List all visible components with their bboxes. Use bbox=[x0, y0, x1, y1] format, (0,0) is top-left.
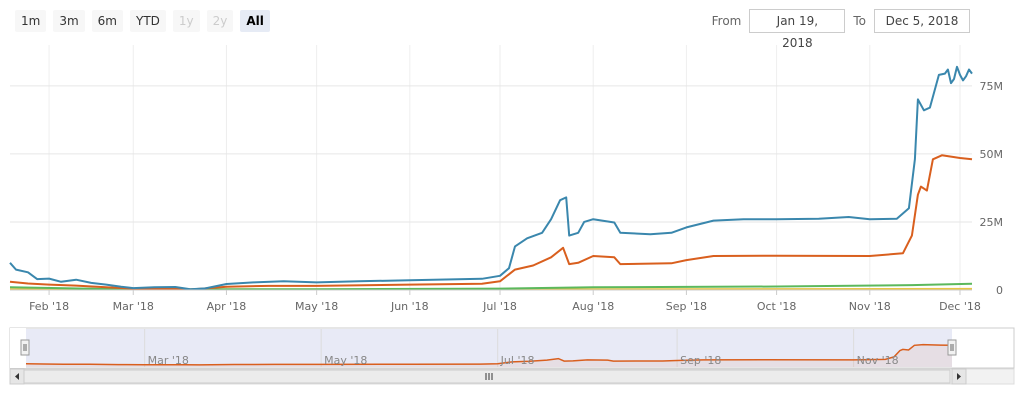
navigator-tick-label: Sep '18 bbox=[680, 354, 721, 367]
x-tick-label: Aug '18 bbox=[572, 300, 614, 313]
navigator-series bbox=[25, 343, 953, 367]
range-button-3m[interactable]: 3m bbox=[53, 10, 85, 32]
navigator-unselected-right bbox=[952, 329, 1013, 367]
x-tick-label: Jun '18 bbox=[390, 300, 429, 313]
x-tick-label: Oct '18 bbox=[757, 300, 797, 313]
range-button-ytd[interactable]: YTD bbox=[129, 10, 166, 32]
from-label: From bbox=[711, 14, 742, 28]
series-lines bbox=[9, 65, 973, 291]
scrollbar[interactable] bbox=[9, 368, 1015, 385]
scrollbar-grip-icon bbox=[485, 373, 493, 380]
grid-lines bbox=[10, 45, 972, 290]
x-tick-label: Sep '18 bbox=[666, 300, 707, 313]
y-axis: 0 25M 50M 75M bbox=[980, 80, 1004, 297]
range-button-all[interactable]: All bbox=[240, 10, 270, 32]
y-tick-label: 50M bbox=[980, 148, 1004, 161]
x-tick-label: Jul '18 bbox=[482, 300, 517, 313]
from-date-input[interactable]: Jan 19, 2018 bbox=[749, 9, 846, 50]
navigator-handle-right[interactable] bbox=[947, 339, 957, 356]
navigator-series-line bbox=[25, 343, 953, 366]
x-axis: Feb '18 Mar '18 Apr '18 May '18 Jun '18 Jul '… bbox=[10, 289, 981, 313]
x-tick-label: Nov '18 bbox=[849, 300, 891, 313]
series-line-0 bbox=[9, 65, 973, 291]
x-tick-label: Feb '18 bbox=[29, 300, 69, 313]
to-label: To bbox=[853, 14, 866, 28]
navigator-series-area bbox=[26, 344, 952, 367]
scrollbar-thumb[interactable] bbox=[23, 369, 951, 384]
scroll-left-arrow-icon bbox=[15, 373, 19, 380]
date-range-inputs: From Jan 19, 2018 To Dec 5, 2018 bbox=[711, 9, 970, 50]
navigator-x-axis: Mar '18 May '18 Jul '18 Sep '18 Nov '18 bbox=[148, 354, 899, 367]
navigator[interactable]: Mar '18 May '18 Jul '18 Sep '18 Nov '18 bbox=[9, 327, 1015, 369]
navigator-tick-label: Nov '18 bbox=[857, 354, 899, 367]
x-tick-label: Apr '18 bbox=[207, 300, 247, 313]
range-button-6m[interactable]: 6m bbox=[91, 10, 123, 32]
navigator-selected-range[interactable] bbox=[26, 329, 952, 367]
range-button-1y: 1y bbox=[172, 10, 200, 32]
x-tick-label: Dec '18 bbox=[939, 300, 981, 313]
to-date-input[interactable]: Dec 5, 2018 bbox=[874, 9, 970, 33]
navigator-tick-label: Mar '18 bbox=[148, 354, 189, 367]
y-tick-label: 0 bbox=[996, 284, 1003, 297]
range-button-1m[interactable]: 1m bbox=[15, 10, 47, 32]
navigator-tick-label: May '18 bbox=[324, 354, 367, 367]
navigator-handle-left[interactable] bbox=[20, 339, 30, 356]
navigator-unselected-left bbox=[10, 328, 26, 368]
y-tick-label: 75M bbox=[980, 80, 1004, 93]
series-line-1 bbox=[9, 154, 973, 291]
x-tick-label: Mar '18 bbox=[113, 300, 154, 313]
scroll-right-arrow-icon bbox=[957, 373, 961, 380]
range-button-2y: 2y bbox=[206, 10, 234, 32]
x-tick-label: May '18 bbox=[295, 300, 338, 313]
y-tick-label: 25M bbox=[980, 216, 1004, 229]
range-selector: 1m 3m 6m YTD 1y 2y All bbox=[15, 10, 270, 32]
navigator-tick-label: Jul '18 bbox=[500, 354, 535, 367]
